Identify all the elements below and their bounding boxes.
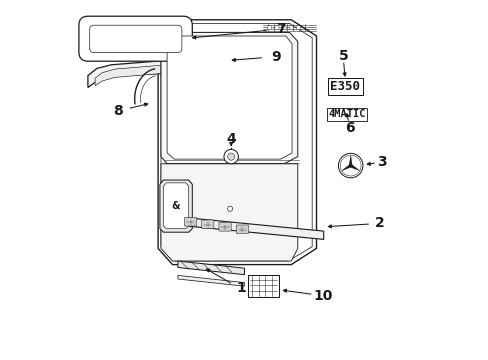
- Text: 6: 6: [344, 121, 354, 135]
- FancyBboxPatch shape: [184, 217, 196, 226]
- Circle shape: [267, 26, 271, 30]
- Text: 7: 7: [276, 22, 285, 36]
- Circle shape: [288, 26, 293, 30]
- FancyBboxPatch shape: [79, 16, 192, 61]
- Polygon shape: [349, 164, 359, 171]
- Circle shape: [296, 26, 300, 30]
- FancyBboxPatch shape: [89, 25, 182, 53]
- Text: 8: 8: [113, 104, 122, 118]
- Polygon shape: [167, 36, 291, 159]
- Circle shape: [224, 149, 238, 164]
- Circle shape: [338, 153, 362, 178]
- Polygon shape: [95, 60, 246, 86]
- Text: 4: 4: [226, 132, 236, 145]
- Text: 9: 9: [271, 50, 281, 64]
- FancyBboxPatch shape: [219, 222, 231, 231]
- Polygon shape: [178, 261, 244, 275]
- Polygon shape: [160, 180, 192, 232]
- Polygon shape: [88, 56, 251, 87]
- Polygon shape: [348, 156, 351, 166]
- Text: 10: 10: [313, 289, 332, 303]
- Circle shape: [227, 153, 234, 160]
- FancyBboxPatch shape: [247, 275, 278, 297]
- Polygon shape: [161, 32, 297, 164]
- FancyBboxPatch shape: [236, 225, 248, 234]
- Circle shape: [340, 155, 360, 176]
- Text: &: &: [171, 201, 180, 211]
- Polygon shape: [161, 164, 297, 261]
- FancyBboxPatch shape: [201, 220, 213, 229]
- Text: 4MATIC: 4MATIC: [327, 109, 365, 120]
- Text: 2: 2: [375, 216, 385, 230]
- Circle shape: [282, 26, 285, 30]
- Polygon shape: [176, 217, 323, 239]
- Polygon shape: [178, 275, 244, 286]
- Circle shape: [227, 206, 232, 211]
- Text: 1: 1: [236, 281, 245, 295]
- Text: 5: 5: [338, 49, 347, 63]
- Text: E350: E350: [329, 80, 360, 93]
- Text: 3: 3: [376, 155, 386, 169]
- Circle shape: [274, 26, 279, 30]
- Polygon shape: [158, 20, 316, 265]
- Polygon shape: [163, 183, 188, 229]
- Polygon shape: [341, 164, 351, 171]
